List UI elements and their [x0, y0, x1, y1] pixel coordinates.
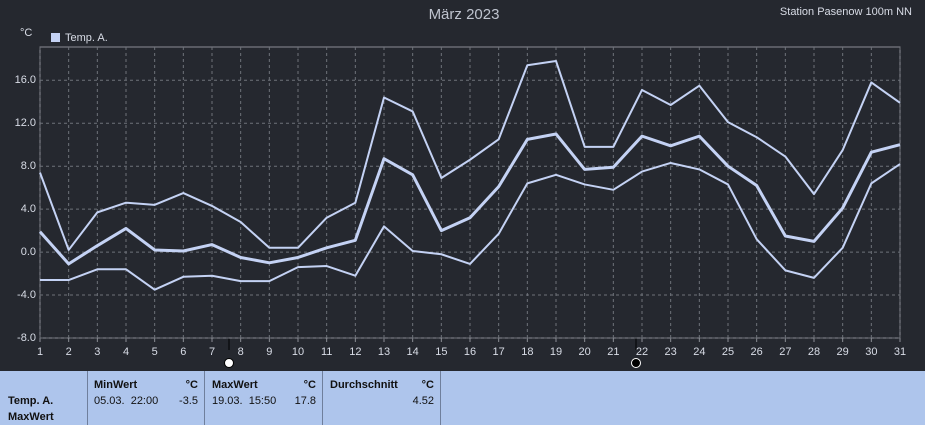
- x-tick-label: 16: [464, 346, 476, 358]
- y-tick-label: -8.0: [17, 332, 36, 344]
- moon-icon: [631, 358, 641, 368]
- x-tick-label: 25: [722, 346, 734, 358]
- stat-value: 17.8: [294, 395, 316, 407]
- temperature-line: [38, 132, 901, 266]
- stat-unit: °C: [303, 379, 316, 391]
- y-tick-label: 8.0: [21, 160, 36, 172]
- x-tick-label: 21: [607, 346, 619, 358]
- y-axis-label: °C: [20, 27, 32, 39]
- y-tick-label: 16.0: [15, 74, 36, 86]
- x-tick-label: 26: [751, 346, 763, 358]
- x-tick-label: 17: [493, 346, 505, 358]
- x-tick-label: 4: [123, 346, 129, 358]
- x-tick-label: 20: [579, 346, 591, 358]
- y-tick-label: 4.0: [21, 203, 36, 215]
- x-tick-label: 31: [894, 346, 906, 358]
- x-tick-label: 11: [321, 346, 332, 358]
- x-tick-label: 30: [865, 346, 877, 358]
- x-tick-label: 22: [636, 346, 648, 358]
- x-tick-label: 15: [435, 346, 447, 358]
- temperature-line: [39, 59, 901, 251]
- stat-cell: MaxWert °C 19.03. 15:50 17.8: [205, 371, 323, 425]
- x-tick-label: 8: [238, 346, 244, 358]
- stat-header: MinWert: [94, 379, 138, 391]
- x-tick-label: 9: [266, 346, 272, 358]
- x-tick-label: 5: [152, 346, 158, 358]
- x-tick-label: 2: [66, 346, 72, 358]
- y-tick-label: 0.0: [21, 246, 36, 258]
- x-tick-label: 1: [37, 346, 43, 358]
- x-tick-label: 27: [779, 346, 791, 358]
- x-tick-label: 3: [94, 346, 100, 358]
- stat-value: -3.5: [179, 395, 198, 407]
- row-label: MaxWert: [8, 411, 54, 423]
- legend-label: Temp. A.: [65, 32, 108, 44]
- chart-title: März 2023: [429, 6, 500, 23]
- moon-icon: [224, 358, 234, 368]
- y-tick-label: 12.0: [15, 117, 36, 129]
- chart: März 2023 Station Pasenow 100m NN °C Tem…: [15, 6, 912, 368]
- x-tick-label: 12: [349, 346, 361, 358]
- temperature-line: [40, 161, 901, 291]
- x-tick-label: 14: [407, 346, 419, 358]
- x-tick-label: 7: [209, 346, 215, 358]
- station-label: Station Pasenow 100m NN: [780, 6, 912, 18]
- stat-cell: MinWert °C 05.03. 22:00 -3.5: [88, 371, 205, 425]
- row-label: Temp. A.: [8, 395, 54, 407]
- row-label-cell: Temp. A. MaxWert: [0, 371, 88, 425]
- stat-header: Durchschnitt: [330, 379, 398, 391]
- x-tick-label: 18: [521, 346, 533, 358]
- x-tick-label: 29: [837, 346, 849, 358]
- x-tick-label: 23: [665, 346, 677, 358]
- x-tick-label: 13: [378, 346, 390, 358]
- x-tick-label: 24: [693, 346, 705, 358]
- x-tick-label: 10: [292, 346, 304, 358]
- legend-swatch: [51, 33, 60, 42]
- y-tick-label: -4.0: [17, 289, 36, 301]
- stat-time: 19.03. 15:50: [212, 395, 277, 407]
- stat-header: MaxWert: [212, 379, 258, 391]
- x-tick-label: 28: [808, 346, 820, 358]
- x-tick-label: 19: [550, 346, 562, 358]
- stat-unit: °C: [185, 379, 198, 391]
- stat-cell: Durchschnitt °C 4.52: [323, 371, 441, 425]
- stat-time: 05.03. 22:00: [94, 395, 159, 407]
- stat-unit: °C: [421, 379, 434, 391]
- stat-value: 4.52: [412, 395, 434, 407]
- summary-panel: Temp. A. MaxWert MinWert °C 05.03. 22:00…: [0, 371, 925, 425]
- x-tick-label: 6: [180, 346, 186, 358]
